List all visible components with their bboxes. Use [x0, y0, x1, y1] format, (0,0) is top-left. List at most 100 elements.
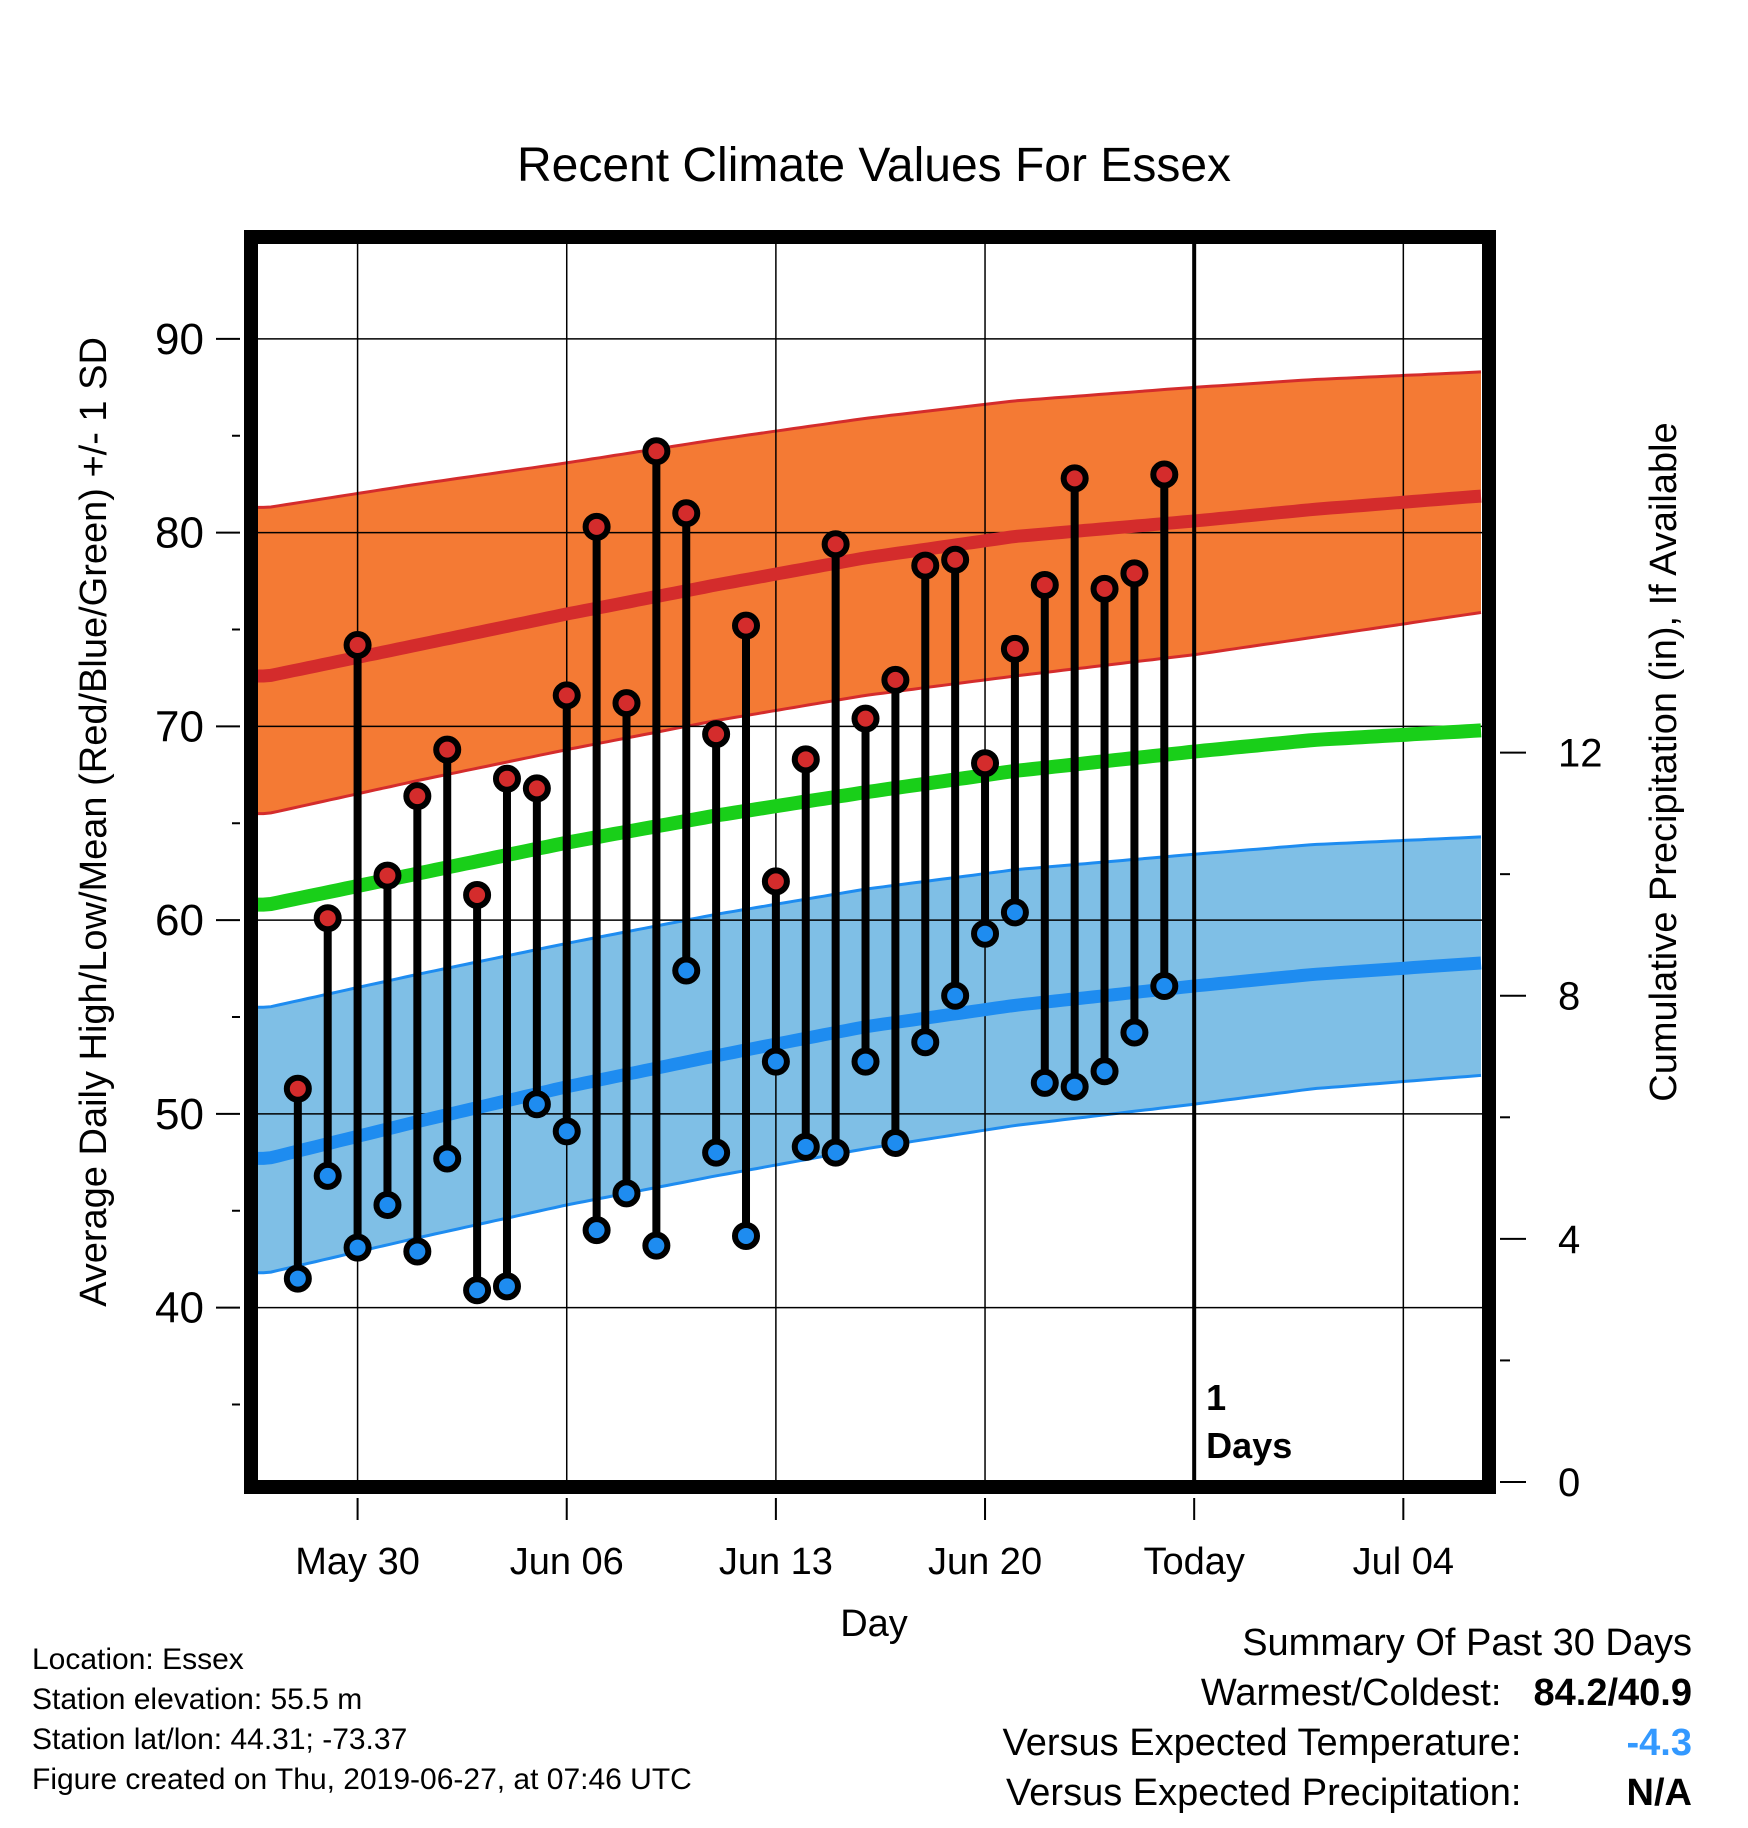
- daily-high-point: [433, 735, 462, 764]
- temp-anomaly-label: Versus Expected Temperature:: [1002, 1722, 1522, 1764]
- daily-high-point: [791, 745, 820, 774]
- daily-low-point: [851, 1047, 880, 1076]
- daily-high-point: [1150, 460, 1179, 489]
- x-tick-label: Jun 13: [719, 1541, 833, 1583]
- y-left-tick-label: 50: [155, 1090, 204, 1139]
- today-annotation-text: 1: [1206, 1377, 1226, 1418]
- summary-heading: Summary Of Past 30 Days: [1242, 1622, 1692, 1664]
- daily-low-point: [672, 956, 701, 985]
- daily-low-point: [941, 981, 970, 1010]
- y-right-tick-label: 8: [1558, 975, 1580, 1019]
- today-annotation-text: Days: [1206, 1425, 1292, 1466]
- daily-low-point: [1150, 972, 1179, 1000]
- daily-high-point: [851, 704, 880, 733]
- daily-low-point: [911, 1028, 940, 1057]
- daily-high-point: [702, 720, 731, 749]
- daily-low-point: [971, 919, 1000, 948]
- daily-low-point: [642, 1231, 671, 1260]
- daily-low-point: [492, 1272, 521, 1301]
- warmest-coldest-value: 84.2/40.9: [1533, 1672, 1692, 1714]
- daily-high-point: [642, 437, 671, 466]
- daily-high-point: [582, 512, 611, 541]
- daily-high-point: [761, 867, 790, 896]
- y-left-tick-label: 60: [155, 896, 204, 945]
- station-info: Location: Essex Station elevation: 55.5 …: [32, 1640, 692, 1800]
- daily-high-point: [373, 861, 402, 890]
- daily-low-point: [702, 1138, 731, 1167]
- daily-high-point: [522, 774, 551, 803]
- normal-high-lower-line: [256, 611, 1482, 816]
- x-tick-label: Today: [1143, 1541, 1244, 1583]
- y-right-tick-label: 4: [1558, 1218, 1580, 1262]
- daily-high-point: [911, 551, 940, 580]
- daily-high-point: [1030, 570, 1059, 599]
- daily-low-point: [522, 1090, 551, 1119]
- plot-frame: [244, 230, 1496, 1494]
- y-left-tick-label: 80: [155, 509, 204, 558]
- x-tick-label: Jun 06: [510, 1541, 624, 1583]
- daily-low-point: [732, 1221, 761, 1250]
- x-tick-label: May 30: [295, 1541, 420, 1583]
- daily-high-point: [612, 689, 641, 718]
- daily-low-point: [1090, 1057, 1119, 1086]
- daily-high-point: [463, 880, 492, 909]
- daily-high-point: [1000, 634, 1029, 663]
- daily-high-point: [1090, 574, 1119, 603]
- daily-low-point: [373, 1190, 402, 1219]
- y-left-axis-title: Average Daily High/Low/Mean (Red/Blue/Gr…: [73, 337, 115, 1307]
- x-tick-label: Jun 20: [928, 1541, 1042, 1583]
- daily-high-point: [492, 764, 521, 793]
- daily-high-point: [403, 782, 432, 811]
- elevation-text: Station elevation: 55.5 m: [32, 1683, 363, 1716]
- daily-low-point: [821, 1138, 850, 1167]
- daily-high-point: [821, 530, 850, 559]
- y-right-tick-label: 0: [1558, 1461, 1580, 1505]
- daily-low-point: [283, 1264, 312, 1293]
- y-right-tick-label: 12: [1558, 732, 1603, 776]
- daily-low-point: [1120, 1018, 1149, 1047]
- daily-high-point: [941, 545, 970, 574]
- daily-high-point: [732, 611, 761, 640]
- daily-high-point: [1060, 464, 1089, 493]
- temp-anomaly-value: -4.3: [1626, 1722, 1692, 1764]
- y-left-tick-label: 70: [155, 702, 204, 751]
- latlon-text: Station lat/lon: 44.31; -73.37: [32, 1723, 408, 1756]
- normal-low-lower-line: [256, 1073, 1482, 1275]
- daily-low-point: [761, 1047, 790, 1076]
- daily-high-point: [343, 631, 372, 659]
- daily-low-point: [1030, 1068, 1059, 1097]
- y-left-tick-label: 40: [155, 1284, 204, 1333]
- daily-low-point: [433, 1144, 462, 1173]
- daily-low-point: [791, 1132, 820, 1161]
- daily-low-point: [403, 1237, 432, 1266]
- chart-title: Recent Climate Values For Essex: [516, 139, 1232, 192]
- y-right-axis-title: Cumulative Precipitation (in), If Availa…: [1643, 422, 1685, 1101]
- daily-low-point: [582, 1216, 611, 1245]
- daily-low-point: [881, 1128, 910, 1157]
- daily-high-point: [552, 681, 581, 710]
- daily-high-point: [881, 665, 910, 694]
- daily-high-point: [672, 499, 701, 528]
- precip-anomaly-label: Versus Expected Precipitation:: [1006, 1772, 1522, 1814]
- normal-high-upper-line: [256, 370, 1482, 509]
- summary-panel: Summary Of Past 30 Days Warmest/Coldest:…: [1003, 1618, 1692, 1818]
- daily-low-point: [552, 1117, 581, 1146]
- normal-high-mean-line: [256, 489, 1482, 683]
- x-tick-label: Jul 04: [1353, 1541, 1454, 1583]
- daily-high-point: [971, 749, 1000, 778]
- warmest-coldest-label: Warmest/Coldest:: [1200, 1672, 1502, 1714]
- daily-low-point: [463, 1276, 492, 1305]
- daily-high-point: [313, 904, 342, 933]
- daily-high-point: [283, 1074, 312, 1103]
- daily-low-point: [343, 1233, 372, 1262]
- precip-anomaly-value: N/A: [1626, 1772, 1692, 1814]
- location-text: Location: Essex: [32, 1643, 244, 1676]
- created-text: Figure created on Thu, 2019-06-27, at 07…: [32, 1763, 692, 1796]
- x-axis-title: Day: [840, 1603, 908, 1645]
- daily-low-point: [1000, 898, 1029, 927]
- daily-low-point: [1060, 1072, 1089, 1101]
- y-left-tick-label: 90: [155, 315, 204, 364]
- daily-low-point: [313, 1161, 342, 1190]
- daily-high-point: [1120, 559, 1149, 588]
